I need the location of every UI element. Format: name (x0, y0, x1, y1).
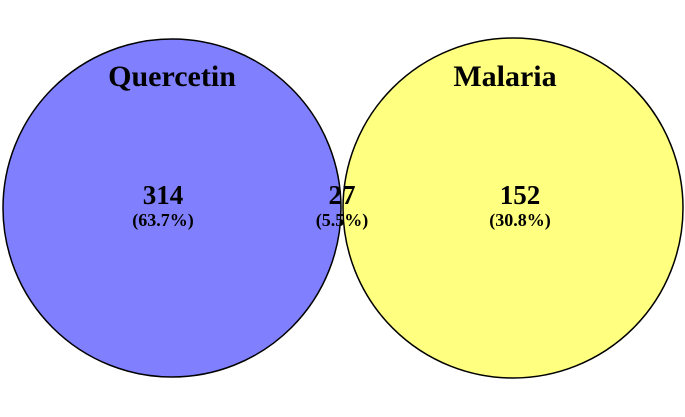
quercetin-circle-outline (2, 38, 342, 378)
malaria-only-percent: (30.8%) (489, 210, 551, 231)
intersection-count: 27 (329, 180, 356, 210)
intersection-percent: (5.5%) (316, 210, 369, 231)
malaria-only-count: 152 (500, 180, 541, 210)
malaria-circle (343, 38, 683, 378)
malaria-title: Malaria (453, 60, 556, 93)
malaria-circle-outline (342, 37, 684, 379)
quercetin-title: Quercetin (108, 60, 236, 93)
quercetin-only-percent: (63.7%) (132, 210, 194, 231)
quercetin-only-count: 314 (143, 180, 184, 210)
quercetin-circle (3, 39, 341, 377)
